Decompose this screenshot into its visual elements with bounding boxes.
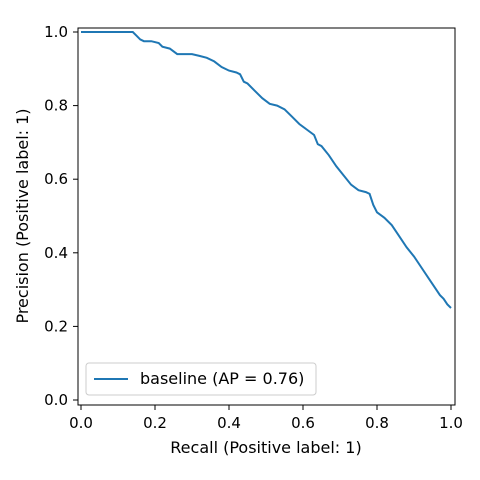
- y-tick-label: 0.4: [44, 244, 68, 262]
- y-tick-label: 0.8: [44, 97, 68, 115]
- x-tick-label: 0.8: [365, 414, 389, 432]
- x-tick-label: 0.0: [69, 414, 93, 432]
- plot-area: [78, 28, 455, 405]
- x-tick-label: 0.6: [291, 414, 315, 432]
- plot-frame: [77, 27, 456, 406]
- y-tick-label: 0.0: [44, 391, 68, 409]
- y-tick-label: 1.0: [44, 23, 68, 41]
- x-tick-label: 0.2: [143, 414, 167, 432]
- legend: baseline (AP = 0.76): [85, 362, 317, 396]
- x-tick-label: 1.0: [439, 414, 463, 432]
- x-tick-label: 0.4: [217, 414, 241, 432]
- x-axis: 0.0 0.2 0.4 0.6 0.8 1.0: [69, 405, 463, 432]
- series-line-baseline: [81, 31, 452, 309]
- series-layer: [81, 31, 452, 309]
- y-axis: 0.0 0.2 0.4 0.6 0.8 1.0: [44, 23, 78, 409]
- y-tick-label: 0.6: [44, 170, 68, 188]
- legend-box: [85, 362, 317, 396]
- y-tick-label: 0.2: [44, 317, 68, 335]
- x-axis-label: Recall (Positive label: 1): [170, 438, 361, 457]
- legend-label: baseline (AP = 0.76): [140, 369, 304, 388]
- y-axis-label: Precision (Positive label: 1): [13, 108, 32, 323]
